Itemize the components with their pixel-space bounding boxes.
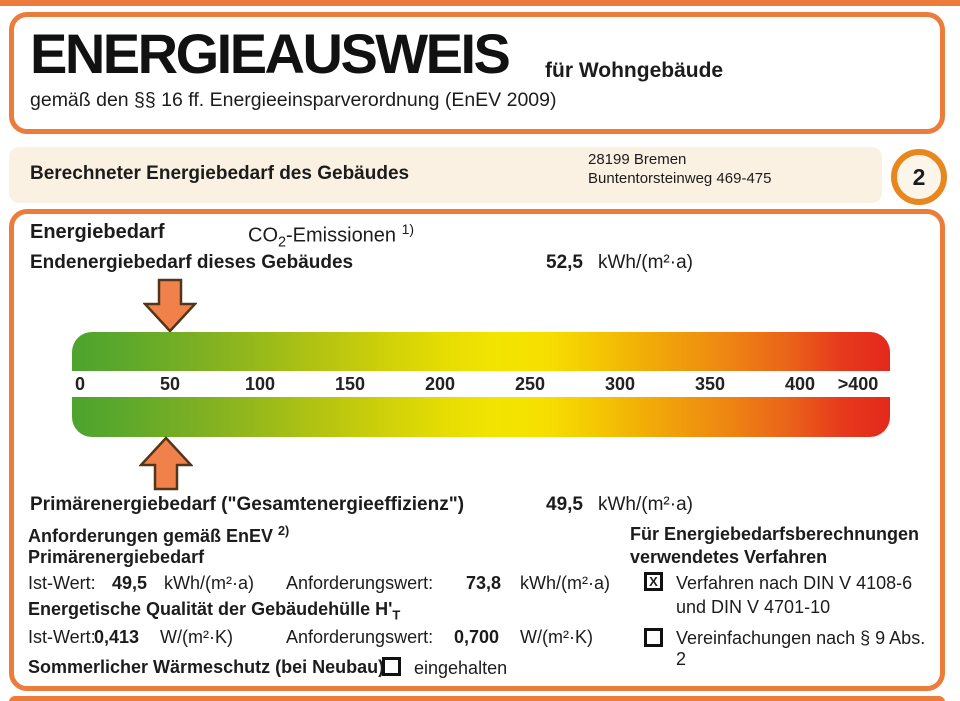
page-number: 2 — [912, 163, 926, 190]
document-building-type: für Wohngebäude — [545, 59, 724, 82]
header-box: ENERGIEAUSWEIS für Wohngebäude gemäß den… — [9, 12, 945, 134]
row2-ist-unit: W/(m²·K) — [160, 627, 233, 647]
address-line-2: Buntentorsteinweg 469-475 — [588, 170, 772, 187]
row2-anforderung-label: Anforderungswert: — [286, 627, 434, 647]
verfahren-option1-line2: und DIN V 4701-10 — [676, 597, 831, 617]
scale-tick-400: 400 — [784, 374, 816, 394]
scale-tick-0: 0 — [74, 374, 86, 394]
primaerenergie-value: 49,5 — [546, 494, 583, 515]
address-line-1: 28199 Bremen — [588, 151, 687, 168]
scale-tick-150: 150 — [334, 374, 366, 394]
bottom-marker-arrow-icon — [139, 436, 193, 491]
page-number-badge: 2 — [891, 149, 947, 205]
anforderungen-subheading: Primärenergiebedarf — [28, 547, 205, 567]
checkbox-vereinfachungen[interactable] — [644, 628, 663, 647]
row1-ist-value: 49,5 — [112, 573, 148, 593]
row1-ist-unit: kWh/(m²·a) — [164, 573, 254, 593]
row1-anforderung-label: Anforderungswert: — [286, 573, 434, 593]
verfahren-option2-label: Vereinfachungen nach § 9 Abs. 2 — [676, 628, 926, 669]
scale-tick-250: 250 — [514, 374, 546, 394]
sommer-waermeschutz-label: Sommerlicher Wärmeschutz (bei Neubau) — [28, 657, 385, 677]
eingehalten-label: eingehalten — [414, 658, 508, 678]
verfahren-heading-line1: Für Energiebedarfsberechnungen — [630, 524, 920, 544]
endenergie-label: Endenergiebedarf dieses Gebäudes — [30, 252, 354, 273]
checkbox-eingehalten[interactable] — [382, 657, 401, 676]
verfahren-heading-line2: verwendetes Verfahren — [630, 547, 828, 567]
document-law-reference: gemäß den §§ 16 ff. Energieeinsparverord… — [30, 89, 557, 111]
co2-emissions-label: CO2-Emissionen 1) — [248, 221, 415, 251]
energy-scale: 0 50 100 150 200 250 300 350 400 >400 — [72, 332, 890, 437]
scale-band-top — [72, 332, 890, 371]
panel-heading: Energiebedarf — [30, 221, 165, 243]
scale-band-bottom — [72, 397, 890, 437]
section-bar: Berechneter Energiebedarf des Gebäudes 2… — [9, 147, 882, 203]
row2-anforderung-value: 0,700 — [454, 627, 500, 647]
primaerenergie-unit: kWh/(m²·a) — [598, 494, 693, 515]
previous-section-edge — [0, 0, 960, 6]
building-address: 28199 Bremen Buntentorsteinweg 469-475 — [588, 150, 771, 188]
checkbox-mark: X — [649, 574, 658, 589]
scale-tick-100: 100 — [244, 374, 276, 394]
scale-tick-300: 300 — [604, 374, 636, 394]
anforderungen-heading: Anforderungen gemäß EnEV 2) — [28, 524, 290, 546]
section-title: Berechneter Energiebedarf des Gebäudes — [30, 163, 410, 184]
endenergie-value: 52,5 — [546, 252, 583, 273]
row1-anforderung-value: 73,8 — [466, 573, 502, 593]
scale-tick-200: 200 — [424, 374, 456, 394]
energiebedarf-panel: Energiebedarf CO2-Emissionen 1) Endenerg… — [9, 209, 945, 691]
primaerenergie-label: Primärenergiebedarf ("Gesamtenergieeffiz… — [30, 494, 465, 515]
top-marker-arrow-icon — [143, 278, 197, 333]
next-section-edge — [9, 696, 945, 701]
scale-axis: 0 50 100 150 200 250 300 350 400 >400 — [72, 371, 890, 397]
row2-ist-label: Ist-Wert: — [28, 627, 96, 647]
scale-tick-50: 50 — [159, 374, 181, 394]
checkbox-verfahren-din[interactable]: X — [644, 572, 663, 591]
row1-anforderung-unit: kWh/(m²·a) — [520, 573, 610, 593]
row1-ist-label: Ist-Wert: — [28, 573, 96, 593]
scale-tick-over-400: >400 — [837, 374, 879, 394]
endenergie-unit: kWh/(m²·a) — [598, 252, 693, 273]
verfahren-option1-line1: Verfahren nach DIN V 4108-6 — [676, 573, 913, 593]
gebaeudehuelle-heading: Energetische Qualität der Gebäudehülle H… — [28, 599, 401, 623]
scale-tick-350: 350 — [694, 374, 726, 394]
document-title: ENERGIEAUSWEIS — [30, 22, 511, 85]
row2-anforderung-unit: W/(m²·K) — [520, 627, 593, 647]
row2-ist-value: 0,413 — [94, 627, 140, 647]
